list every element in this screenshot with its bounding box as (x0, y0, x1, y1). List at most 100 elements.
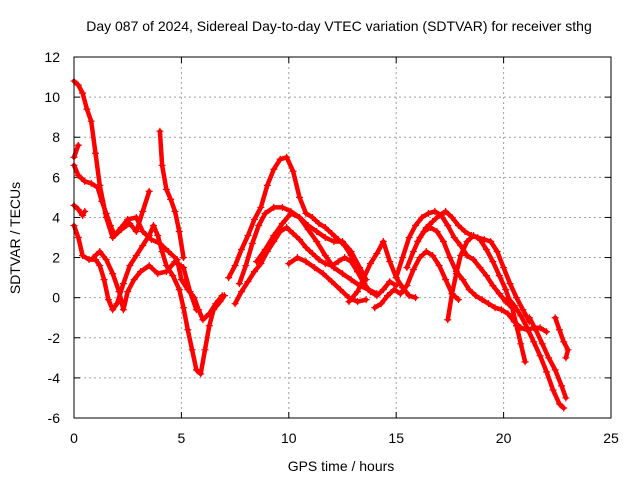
data-point (517, 340, 525, 348)
data-point (551, 314, 559, 322)
data-point (302, 209, 310, 217)
data-point (373, 290, 381, 298)
data-point (536, 352, 544, 360)
data-point (154, 270, 162, 278)
x-tick-label: 10 (281, 430, 297, 446)
data-point (205, 322, 213, 330)
y-axis-title: SDTVAR / TECUs (7, 182, 23, 294)
data-point (347, 248, 355, 256)
data-point (308, 213, 316, 221)
data-point (96, 248, 104, 256)
data-point (126, 262, 134, 270)
data-point (504, 294, 512, 302)
data-point (154, 231, 162, 239)
series-arc-6 (89, 248, 200, 314)
axis-ticks: 0 5 10 15 20 25 -6 -4 -2 0 2 4 6 8 10 12 (44, 49, 619, 446)
y-tick-label: 8 (52, 129, 60, 145)
data-point (186, 288, 194, 296)
series-line (157, 128, 186, 260)
data-point (454, 296, 462, 304)
data-point (512, 294, 520, 302)
data-point (180, 254, 188, 262)
data-point (302, 244, 310, 252)
data-point (396, 290, 404, 298)
series-line (71, 203, 87, 218)
data-point (429, 217, 437, 225)
data-point (347, 258, 355, 266)
data-point (418, 213, 426, 221)
data-series (70, 77, 572, 412)
series-line (226, 155, 367, 284)
data-point (354, 298, 362, 306)
data-point (81, 207, 89, 215)
data-point (362, 296, 370, 304)
data-point (188, 346, 196, 354)
data-point (405, 292, 413, 300)
data-point (328, 278, 336, 286)
data-point (461, 227, 469, 235)
data-point (431, 207, 439, 215)
series-arc-4 (70, 201, 89, 219)
grid (74, 57, 611, 418)
data-point (250, 268, 258, 276)
series-arc-2 (70, 161, 153, 239)
data-point (102, 256, 110, 264)
data-point (210, 306, 218, 314)
data-point (313, 227, 321, 235)
data-point (354, 288, 362, 296)
data-point (390, 286, 398, 294)
series-line (254, 211, 380, 296)
data-point (560, 338, 568, 346)
data-point (510, 302, 518, 310)
data-point (412, 294, 420, 302)
data-point (231, 262, 239, 270)
data-point (321, 252, 329, 260)
data-point (506, 280, 514, 288)
series-arc-5 (70, 221, 228, 378)
data-point (235, 280, 243, 288)
chart-title: Day 087 of 2024, Sidereal Day-to-day VTE… (86, 18, 592, 34)
data-point (386, 258, 394, 266)
series-arc-3 (70, 141, 82, 161)
data-point (296, 236, 304, 244)
data-point (416, 254, 424, 262)
data-point (285, 260, 293, 268)
data-point (330, 264, 338, 272)
data-point (257, 260, 265, 268)
data-point (403, 264, 411, 272)
data-point (276, 155, 284, 163)
data-point (435, 262, 443, 270)
data-point (409, 266, 417, 274)
data-point (339, 270, 346, 278)
data-point (158, 248, 166, 256)
data-point (495, 272, 503, 280)
data-point (545, 354, 553, 362)
data-point (482, 272, 490, 280)
data-point (132, 252, 140, 260)
data-point (564, 346, 572, 354)
data-point (435, 211, 443, 219)
data-point (248, 240, 256, 248)
data-point (366, 260, 374, 268)
data-point (124, 215, 132, 223)
data-point (104, 296, 112, 304)
data-point (543, 328, 551, 336)
data-point (180, 304, 188, 312)
data-point (444, 316, 452, 324)
data-point (238, 246, 246, 254)
data-point (341, 254, 349, 262)
data-point (270, 231, 278, 239)
data-point (470, 256, 478, 264)
data-point (497, 306, 505, 314)
data-point (371, 304, 379, 312)
data-point (177, 276, 185, 284)
data-point (162, 268, 170, 276)
data-point (489, 258, 497, 266)
data-point (238, 288, 246, 296)
x-tick-label: 15 (388, 430, 404, 446)
data-point (283, 153, 291, 161)
data-point (171, 258, 179, 266)
series-line (505, 295, 566, 411)
data-point (270, 165, 278, 173)
data-point (171, 207, 179, 215)
